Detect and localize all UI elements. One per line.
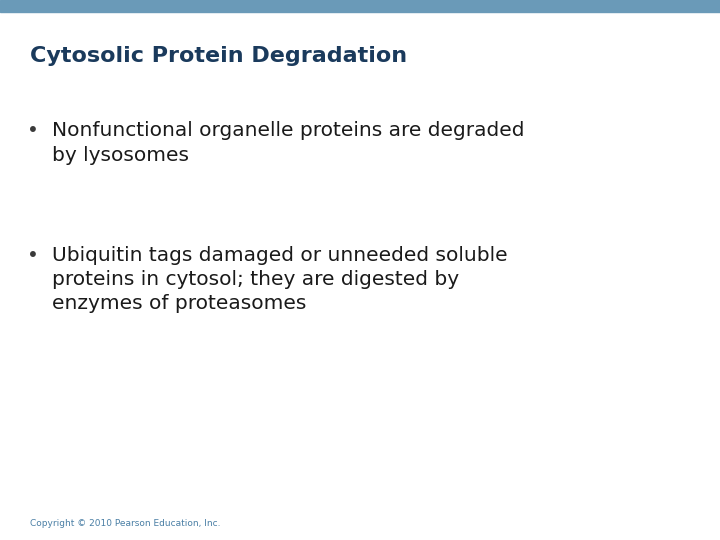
Bar [0,0,720,12]
Text: Ubiquitin tags damaged or unneeded soluble
proteins in cytosol; they are digeste: Ubiquitin tags damaged or unneeded solub… [52,246,508,313]
Text: •: • [27,122,39,140]
Text: •: • [27,246,39,265]
Text: Cytosolic Protein Degradation: Cytosolic Protein Degradation [30,46,408,66]
Text: Copyright © 2010 Pearson Education, Inc.: Copyright © 2010 Pearson Education, Inc. [30,519,221,528]
Text: Nonfunctional organelle proteins are degraded
by lysosomes: Nonfunctional organelle proteins are deg… [52,122,524,165]
